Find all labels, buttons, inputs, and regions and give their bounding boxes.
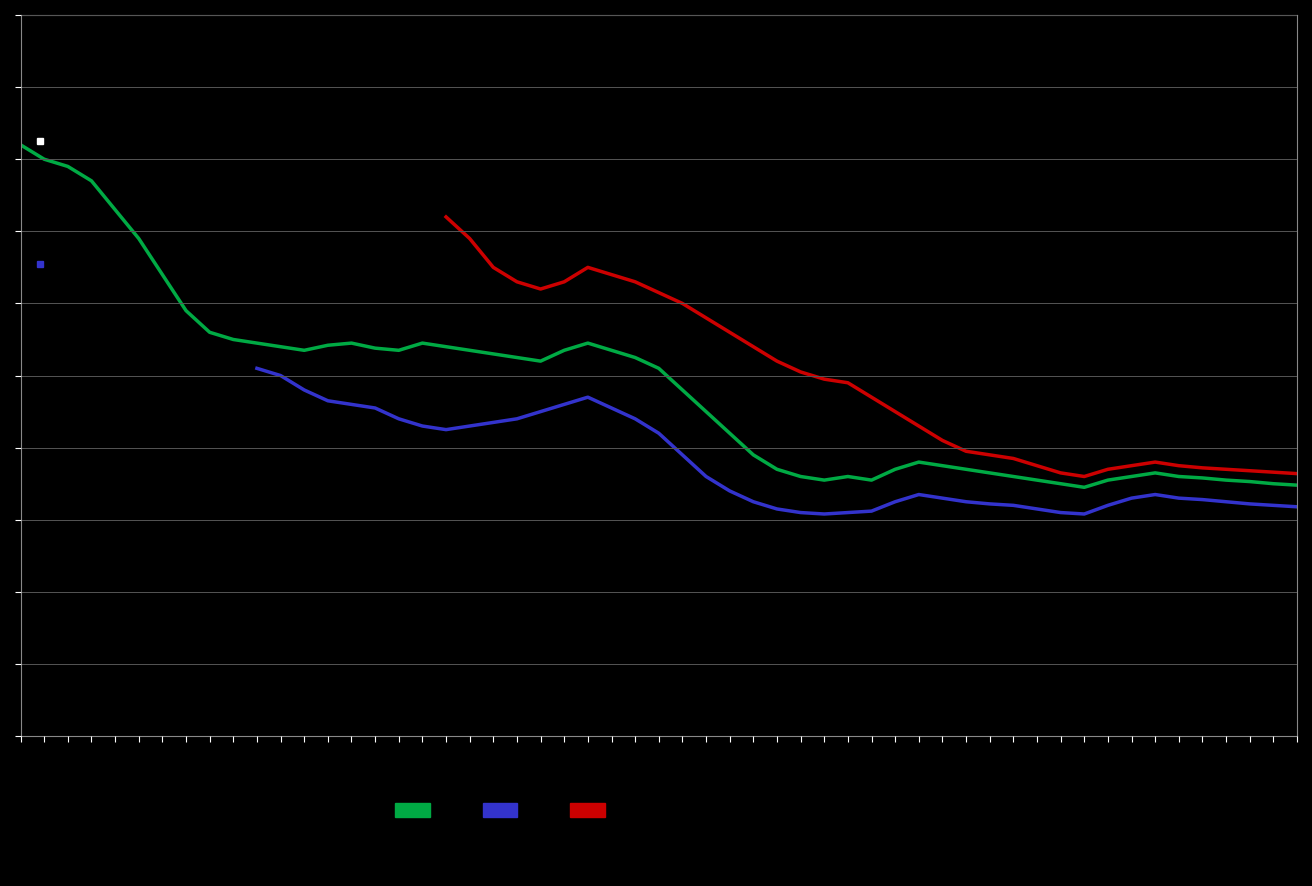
Legend: , , : , ,	[390, 797, 622, 823]
